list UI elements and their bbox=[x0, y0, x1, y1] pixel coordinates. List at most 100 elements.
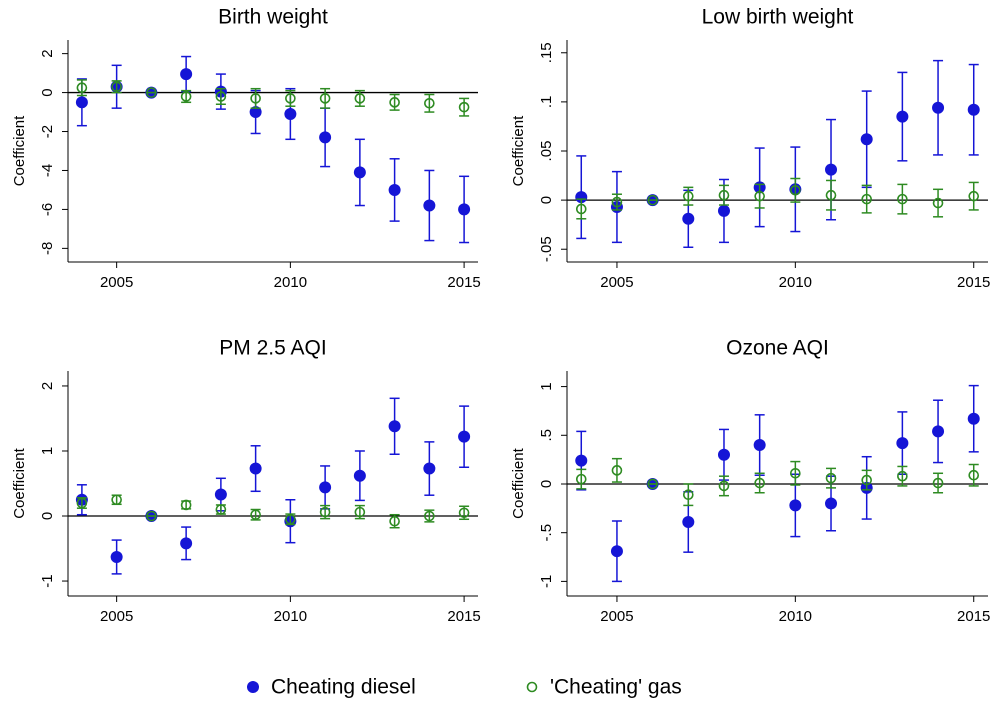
point bbox=[718, 480, 730, 492]
point bbox=[825, 497, 838, 510]
point bbox=[825, 472, 837, 484]
y-tick-label: -1 bbox=[39, 574, 56, 587]
error-bar bbox=[826, 467, 837, 489]
point bbox=[896, 437, 909, 450]
error-bar bbox=[754, 472, 765, 494]
point bbox=[897, 470, 908, 482]
point bbox=[932, 101, 945, 114]
point bbox=[967, 412, 980, 425]
legend-marker bbox=[526, 681, 538, 693]
y-tick-label: .1 bbox=[538, 96, 555, 109]
point bbox=[458, 507, 470, 519]
y-axis-label: Coefficient bbox=[510, 115, 527, 186]
point bbox=[753, 439, 766, 452]
point bbox=[647, 194, 658, 206]
error-bar bbox=[933, 188, 944, 218]
point bbox=[76, 497, 88, 509]
point bbox=[932, 477, 944, 489]
point bbox=[683, 489, 694, 501]
point bbox=[575, 203, 587, 215]
point bbox=[388, 420, 401, 433]
point bbox=[285, 93, 296, 104]
error-bar bbox=[459, 97, 470, 117]
point bbox=[180, 91, 192, 102]
y-axis-label: Coefficient bbox=[11, 447, 28, 518]
point bbox=[389, 515, 400, 527]
point bbox=[285, 513, 296, 525]
point bbox=[754, 477, 765, 489]
point bbox=[968, 190, 980, 202]
y-tick-label: .5 bbox=[538, 429, 555, 442]
y-tick-label: 0 bbox=[39, 88, 56, 96]
x-tick-label: 2010 bbox=[779, 608, 812, 625]
point bbox=[180, 68, 193, 81]
y-axis-label: Coefficient bbox=[11, 115, 28, 186]
point bbox=[682, 212, 695, 225]
point bbox=[968, 469, 980, 481]
error-bar bbox=[576, 468, 587, 490]
point bbox=[458, 203, 471, 216]
y-tick-label: 0 bbox=[39, 512, 56, 520]
x-tick-label: 2005 bbox=[600, 274, 633, 291]
point bbox=[575, 191, 588, 204]
y-tick-label: 1 bbox=[538, 382, 555, 390]
y-tick-label: -6 bbox=[39, 203, 56, 216]
chart-title: Ozone AQI bbox=[726, 337, 829, 360]
y-tick-label: -1 bbox=[538, 575, 555, 588]
point bbox=[146, 510, 157, 522]
point bbox=[146, 87, 157, 98]
point bbox=[718, 189, 730, 201]
point bbox=[754, 190, 765, 202]
point bbox=[353, 469, 366, 482]
error-bar bbox=[861, 469, 872, 491]
point bbox=[611, 196, 623, 208]
y-tick-label: .15 bbox=[538, 42, 555, 63]
error-bar bbox=[683, 483, 694, 507]
point bbox=[353, 166, 366, 179]
point bbox=[611, 465, 623, 476]
x-tick-label: 2015 bbox=[957, 274, 990, 291]
y-tick-label: 1 bbox=[39, 447, 56, 455]
point bbox=[610, 545, 623, 558]
point bbox=[180, 499, 192, 511]
point bbox=[111, 81, 122, 93]
x-tick-label: 2010 bbox=[779, 274, 812, 291]
point bbox=[214, 488, 227, 501]
error-bar bbox=[320, 87, 331, 109]
point bbox=[790, 467, 801, 479]
error-bar bbox=[968, 463, 979, 487]
error-bar bbox=[754, 183, 765, 209]
x-tick-label: 2005 bbox=[100, 608, 133, 625]
point bbox=[897, 193, 908, 205]
point bbox=[861, 474, 872, 486]
x-tick-label: 2010 bbox=[274, 608, 307, 625]
x-tick-label: 2015 bbox=[957, 608, 990, 625]
legend-label: Cheating diesel bbox=[271, 676, 416, 699]
point bbox=[249, 106, 262, 119]
point bbox=[967, 103, 980, 116]
x-tick-label: 2005 bbox=[100, 274, 133, 291]
point bbox=[319, 93, 331, 104]
point bbox=[575, 454, 588, 467]
y-axis-label: Coefficient bbox=[510, 447, 527, 518]
y-tick-label: -8 bbox=[39, 242, 56, 255]
chart-title: Birth weight bbox=[218, 6, 328, 29]
error-bar bbox=[968, 181, 979, 211]
point bbox=[250, 93, 261, 104]
point bbox=[215, 91, 227, 102]
point bbox=[76, 82, 88, 94]
error-bar bbox=[576, 198, 587, 220]
y-tick-label: -.5 bbox=[538, 524, 555, 542]
point bbox=[683, 190, 694, 202]
point bbox=[790, 184, 801, 196]
legend-label: 'Cheating' gas bbox=[550, 676, 682, 699]
point bbox=[682, 515, 695, 528]
point bbox=[424, 510, 435, 522]
error-bar bbox=[933, 472, 944, 494]
point bbox=[717, 448, 730, 461]
x-tick-label: 2010 bbox=[274, 274, 307, 291]
error-bar bbox=[424, 93, 435, 113]
y-tick-label: -2 bbox=[39, 125, 56, 138]
point bbox=[896, 110, 909, 123]
point bbox=[423, 199, 436, 212]
